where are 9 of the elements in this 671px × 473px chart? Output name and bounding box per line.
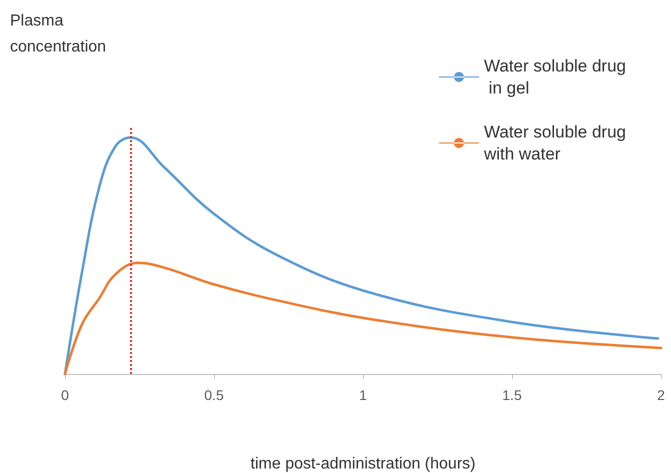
x-axis-title: time post-administration (hours) [250, 456, 476, 472]
legend-label: Water soluble drug with water [482, 122, 626, 164]
x-tick-label: 0.5 [204, 387, 224, 403]
x-tick-label: 1 [359, 387, 368, 403]
text: Plasma concentration [10, 12, 106, 56]
x-tick-label: 2 [657, 387, 666, 403]
x-tick-label: 0 [61, 387, 70, 403]
x-tick-label: 1.5 [502, 387, 522, 403]
legend-label: Water soluble drug in gel [484, 56, 626, 98]
